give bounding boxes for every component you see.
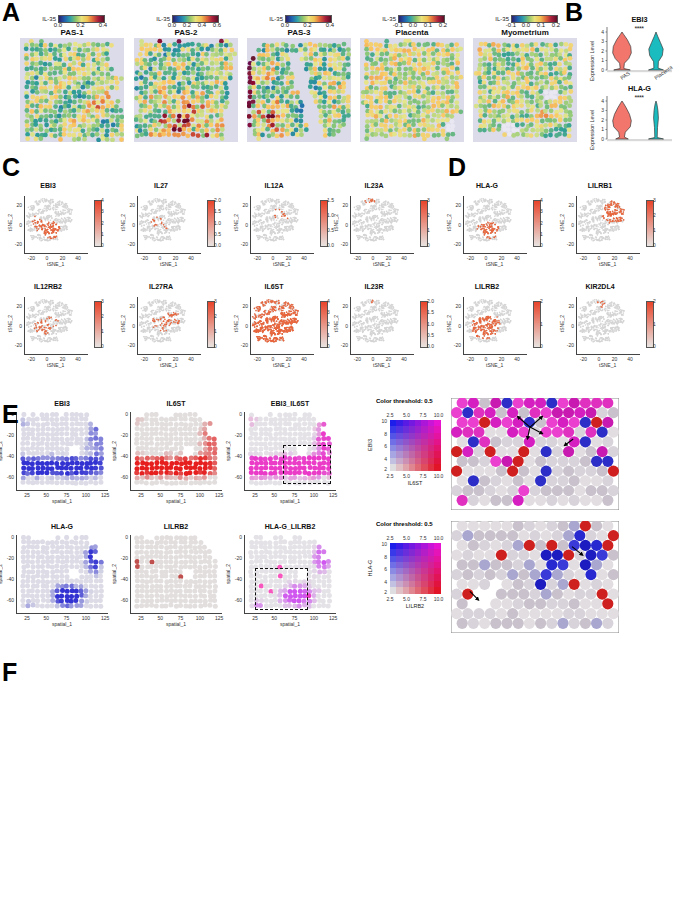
- svg-text:HLA-G: HLA-G: [367, 560, 373, 577]
- svg-text:EBI3: EBI3: [367, 439, 373, 451]
